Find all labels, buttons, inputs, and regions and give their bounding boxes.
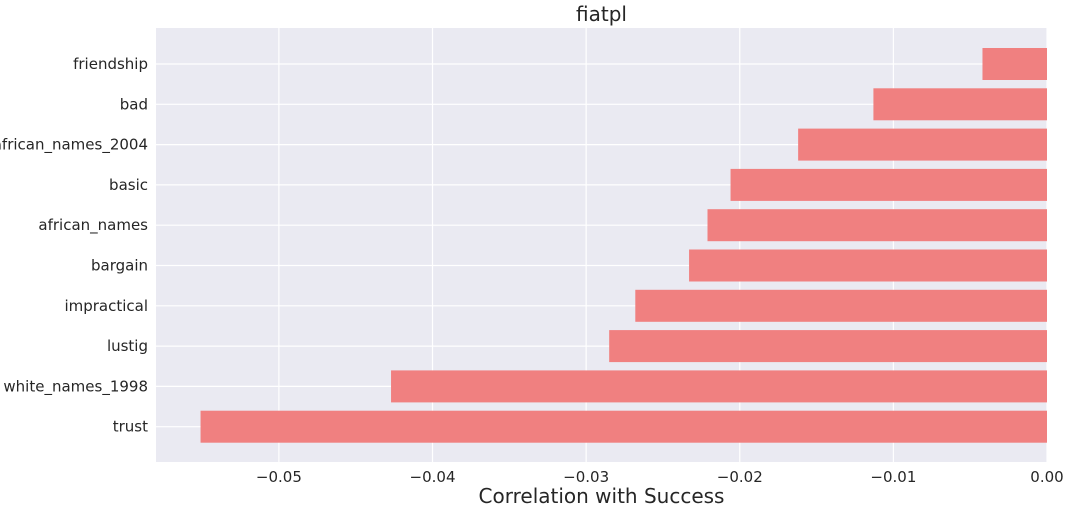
y-tick-label: impractical	[64, 297, 148, 315]
bar-friendship	[982, 48, 1047, 80]
bar-basic	[730, 168, 1047, 201]
bar-african-names-2004	[798, 128, 1047, 161]
y-tick-label: white_names_1998	[3, 377, 148, 396]
bar-lustig	[609, 330, 1047, 363]
chart-title: fiatpl	[576, 2, 627, 26]
x-tick-label: −0.04	[410, 468, 456, 486]
x-axis-title: Correlation with Success	[479, 484, 725, 508]
x-tick-label: −0.02	[717, 468, 763, 486]
y-tick-label: bad	[120, 95, 148, 113]
bars	[200, 48, 1048, 443]
y-tick-label: trust	[113, 418, 148, 436]
y-tick-label: basic	[109, 176, 148, 194]
bar-bad	[873, 88, 1047, 121]
bar-african-names	[707, 209, 1047, 242]
bar-white-names-1998	[391, 370, 1047, 403]
y-tick-label: friendship	[73, 55, 148, 73]
y-tick-label: african_names_2004	[0, 136, 148, 155]
x-tick-label: −0.01	[870, 468, 916, 486]
x-tick-label: −0.03	[563, 468, 609, 486]
y-tick-label: lustig	[107, 337, 148, 355]
bar-impractical	[635, 289, 1047, 322]
bar-bargain	[689, 249, 1047, 282]
x-tick-label: 0.00	[1030, 468, 1063, 486]
y-tick-label: bargain	[91, 257, 148, 275]
y-tick-label: african_names	[38, 216, 148, 235]
x-tick-label: −0.05	[256, 468, 302, 486]
x-tick-labels: −0.05 −0.04 −0.03 −0.02 −0.01 0.00	[256, 468, 1064, 486]
bar-trust	[200, 410, 1048, 443]
